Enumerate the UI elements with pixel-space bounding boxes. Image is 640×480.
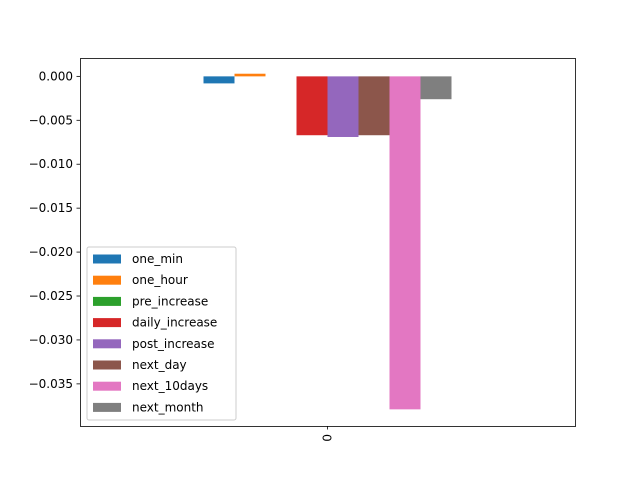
legend-box — [86, 246, 237, 421]
bar-daily-increase — [296, 76, 328, 136]
legend-swatch-daily-increase — [93, 318, 121, 328]
y-tick-label: −0.005 — [29, 113, 73, 127]
y-tick-label: −0.010 — [29, 157, 73, 171]
legend-label-next-10days: next_10days — [132, 379, 208, 393]
legend-label-daily-increase: daily_increase — [132, 316, 217, 330]
legend-label-one-hour: one_hour — [132, 273, 188, 287]
legend-swatch-one-min — [93, 254, 121, 264]
legend-swatch-next-10days — [93, 381, 121, 391]
legend-swatch-one-hour — [93, 275, 121, 285]
legend-swatch-next-month — [93, 402, 121, 412]
legend-label-one-min: one_min — [132, 252, 183, 266]
x-axis: 0 — [321, 426, 335, 442]
bar-next-month — [420, 76, 452, 100]
y-tick-label: −0.015 — [29, 201, 73, 215]
bar-one-hour — [234, 73, 266, 77]
legend-label-pre-increase: pre_increase — [132, 294, 208, 308]
legend-swatch-next-day — [93, 360, 121, 370]
legend-swatch-post-increase — [93, 339, 121, 349]
legend-swatch-pre-increase — [93, 296, 121, 306]
y-tick-label: 0.000 — [39, 69, 73, 83]
legend-label-next-month: next_month — [132, 400, 204, 414]
plot-area-frame — [80, 58, 576, 427]
bars-group — [203, 73, 452, 410]
y-tick-label: −0.035 — [29, 377, 73, 391]
bar-one-min — [203, 76, 235, 84]
legend-label-post-increase: post_increase — [132, 337, 215, 351]
legend-label-next-day: next_day — [132, 358, 187, 372]
y-tick-label: −0.030 — [29, 333, 73, 347]
y-axis: 0.000 −0.005 −0.010 −0.015 −0.020 −0.025 −0.03… — [29, 69, 80, 391]
x-tick-label: 0 — [321, 434, 335, 442]
y-tick-label: −0.020 — [29, 245, 73, 259]
bar-post-increase — [327, 76, 359, 137]
bar-next-day — [358, 76, 390, 136]
y-tick-label: −0.025 — [29, 289, 73, 303]
bar-next-10days — [389, 76, 421, 410]
legend: one_min one_hour pre_increase daily_increas… — [86, 246, 237, 421]
